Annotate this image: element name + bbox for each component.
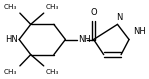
Text: N: N (116, 13, 122, 22)
Text: CH₃: CH₃ (4, 4, 17, 10)
Text: CH₃: CH₃ (46, 4, 59, 10)
Text: CH₃: CH₃ (4, 69, 17, 75)
Text: CH₃: CH₃ (46, 69, 59, 75)
Text: HN: HN (5, 35, 18, 44)
Text: O: O (90, 8, 97, 17)
Text: NH: NH (78, 35, 90, 44)
Text: NH: NH (133, 27, 145, 36)
